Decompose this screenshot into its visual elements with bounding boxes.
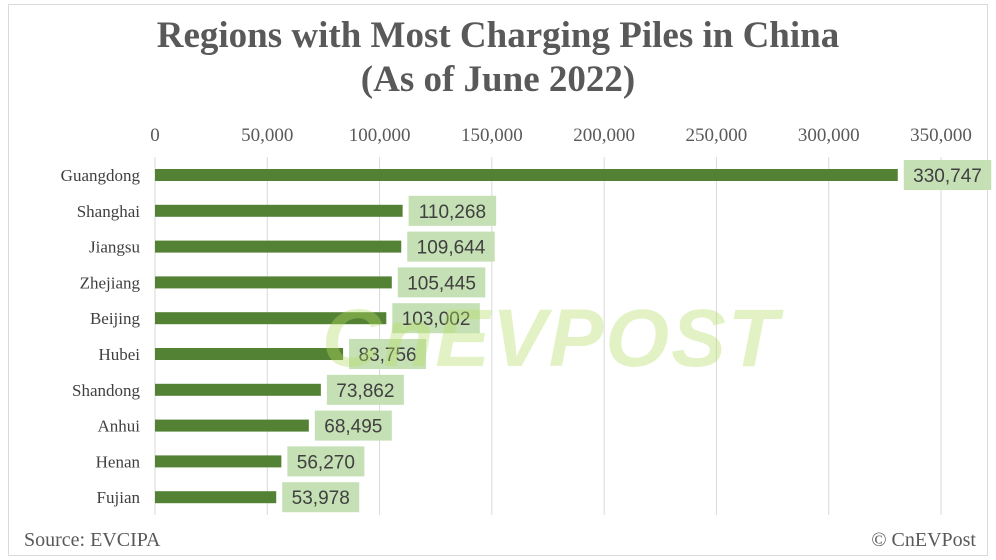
bar [155,312,387,325]
data-label-box [282,482,360,513]
source-note: Source: EVCIPA [24,529,161,551]
x-tick-label: 350,000 [910,125,972,146]
chart-title: Regions with Most Charging Piles in Chin… [156,15,840,56]
category-label: Jiangsu [89,238,141,257]
data-label: 83,756 [359,345,417,366]
category-label: Fujian [97,488,141,507]
category-label: Beijing [90,309,141,328]
data-label-box [407,231,495,262]
data-label: 105,445 [407,273,476,294]
bar [155,204,403,217]
data-label-box [349,339,427,369]
x-tick-label: 0 [150,125,160,146]
bar [155,455,282,468]
category-label: Anhui [98,417,141,436]
bar [155,491,277,504]
x-tick-label: 150,000 [461,125,523,146]
data-label: 109,644 [417,238,486,259]
x-tick-label: 100,000 [349,125,411,146]
data-label: 330,747 [913,166,982,187]
data-label-box [326,374,404,405]
data-label-box [408,195,497,226]
category-label: Zhejiang [80,273,141,292]
data-label-box [397,267,486,298]
bar [155,276,392,289]
data-label: 73,862 [336,381,394,402]
bar [155,169,898,181]
category-label: Hubei [98,345,140,364]
category-label: Henan [96,452,141,471]
data-label-box [287,446,365,477]
data-label-box [314,410,392,441]
bar [155,383,321,396]
x-tick-label: 250,000 [686,125,748,146]
category-label: Guangdong [61,166,141,185]
data-label: 110,268 [419,202,486,223]
category-label: Shanghai [77,202,141,221]
x-tick-label: 50,000 [241,125,293,146]
data-label-box [903,160,992,190]
data-label: 56,270 [297,452,355,473]
bar [155,348,344,360]
x-tick-label: 200,000 [573,125,635,146]
data-label: 53,978 [292,488,350,509]
category-label: Shandong [72,381,141,400]
x-tick-label: 300,000 [798,125,860,146]
copyright-note: © CnEVPost [871,529,976,551]
data-label-box [392,303,480,334]
data-label: 68,495 [324,417,382,438]
chart-subtitle: (As of June 2022) [360,59,636,100]
bar [155,240,402,253]
chart-frame [8,4,988,556]
bar [155,419,309,432]
data-label: 103,002 [402,309,471,330]
